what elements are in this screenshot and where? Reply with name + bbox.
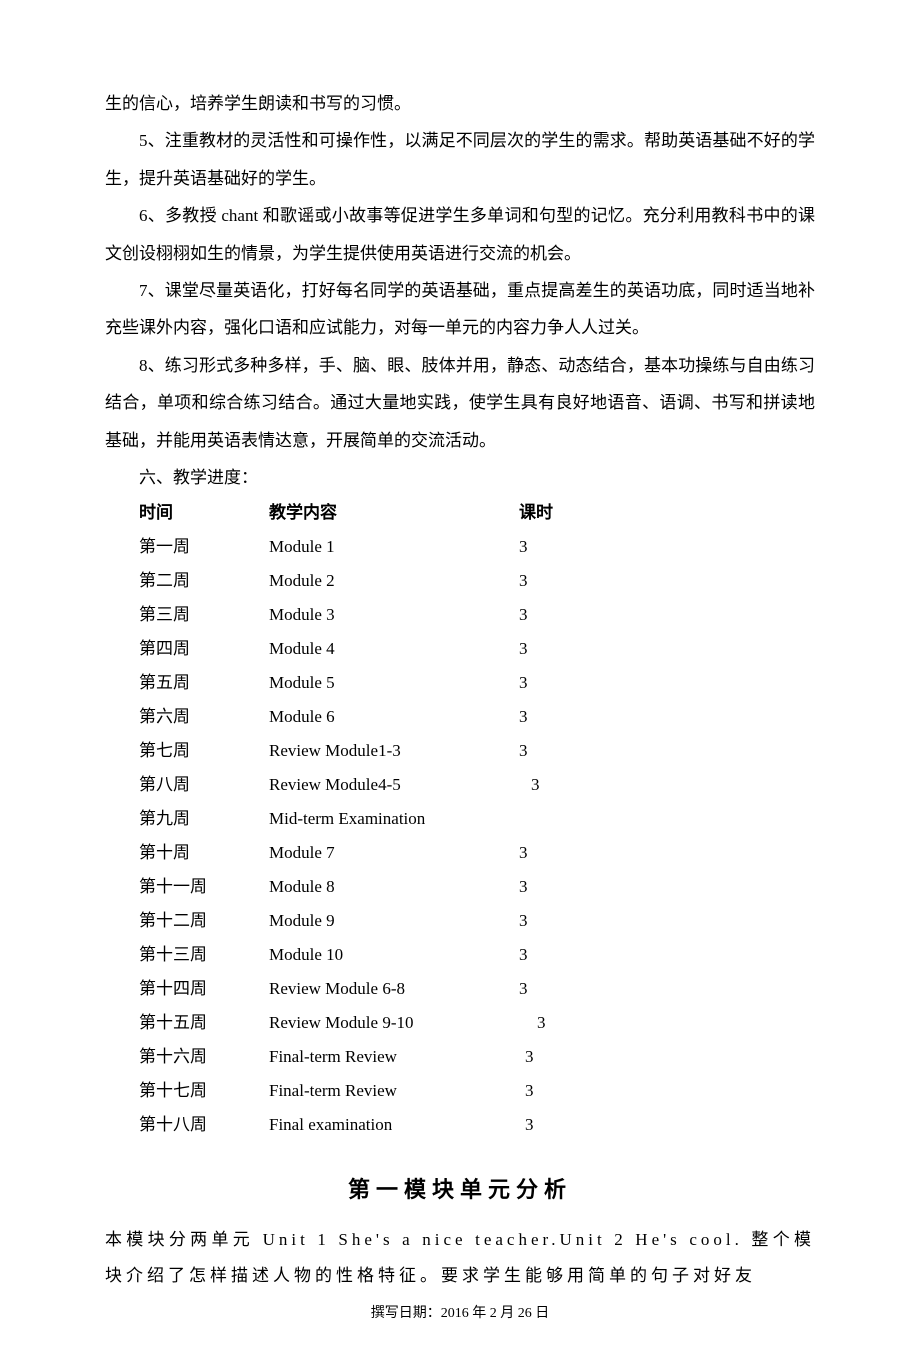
schedule-cell-hours: 3 bbox=[519, 1040, 605, 1074]
schedule-row: 第十一周Module 83 bbox=[139, 870, 815, 904]
schedule-cell-hours: 3 bbox=[519, 870, 599, 904]
schedule-row: 第十二周Module 93 bbox=[139, 904, 815, 938]
schedule-cell-content: Module 5 bbox=[269, 666, 519, 700]
schedule-cell-time: 第一周 bbox=[139, 530, 269, 564]
schedule-cell-content: Module 10 bbox=[269, 938, 519, 972]
schedule-row: 第三周Module 33 bbox=[139, 598, 815, 632]
schedule-header-hours: 课时 bbox=[519, 496, 599, 530]
schedule-cell-time: 第十三周 bbox=[139, 938, 269, 972]
schedule-cell-time: 第十四周 bbox=[139, 972, 269, 1006]
schedule-cell-hours: 3 bbox=[519, 768, 611, 802]
schedule-cell-content: Final examination bbox=[269, 1108, 519, 1142]
schedule-cell-content: Module 3 bbox=[269, 598, 519, 632]
unit-analysis-title: 第一模块单元分析 bbox=[105, 1172, 815, 1204]
schedule-cell-content: Module 9 bbox=[269, 904, 519, 938]
schedule-row: 第十三周Module 103 bbox=[139, 938, 815, 972]
schedule-cell-hours: 3 bbox=[519, 666, 599, 700]
document-page: 生的信心，培养学生朗读和书写的习惯。 5、注重教材的灵活性和可操作性，以满足不同… bbox=[0, 0, 920, 1362]
schedule-row: 第八周Review Module4-53 bbox=[139, 768, 815, 802]
schedule-header-row: 时间 教学内容 课时 bbox=[139, 496, 815, 530]
schedule-cell-hours: 3 bbox=[519, 904, 599, 938]
schedule-cell-hours: 3 bbox=[519, 632, 599, 666]
schedule-cell-hours: 3 bbox=[519, 564, 599, 598]
schedule-cell-time: 第八周 bbox=[139, 768, 269, 802]
schedule-cell-content: Review Module 6-8 bbox=[269, 972, 519, 1006]
schedule-row: 第二周Module 23 bbox=[139, 564, 815, 598]
schedule-cell-content: Module 6 bbox=[269, 700, 519, 734]
schedule-header-time: 时间 bbox=[139, 496, 269, 530]
schedule-table: 时间 教学内容 课时 第一周Module 13第二周Module 23第三周Mo… bbox=[139, 496, 815, 1142]
schedule-row: 第十七周Final-term Review3 bbox=[139, 1074, 815, 1108]
schedule-cell-hours: 3 bbox=[519, 530, 599, 564]
schedule-cell-time: 第十周 bbox=[139, 836, 269, 870]
schedule-cell-hours: 3 bbox=[519, 700, 599, 734]
paragraph-4-tail: 生的信心，培养学生朗读和书写的习惯。 bbox=[105, 85, 815, 122]
schedule-cell-hours: 3 bbox=[519, 1006, 617, 1040]
schedule-cell-content: Review Module1-3 bbox=[269, 734, 519, 768]
schedule-cell-content: Module 2 bbox=[269, 564, 519, 598]
schedule-cell-content: Final-term Review bbox=[269, 1040, 519, 1074]
schedule-cell-content: Mid-term Examination bbox=[269, 802, 519, 836]
schedule-cell-hours: 3 bbox=[519, 598, 599, 632]
schedule-cell-time: 第十六周 bbox=[139, 1040, 269, 1074]
schedule-row: 第四周Module 43 bbox=[139, 632, 815, 666]
schedule-cell-hours: 3 bbox=[519, 734, 599, 768]
paragraph-5: 5、注重教材的灵活性和可操作性，以满足不同层次的学生的需求。帮助英语基础不好的学… bbox=[105, 122, 815, 197]
schedule-row: 第十五周Review Module 9-103 bbox=[139, 1006, 815, 1040]
schedule-cell-time: 第三周 bbox=[139, 598, 269, 632]
schedule-cell-time: 第十七周 bbox=[139, 1074, 269, 1108]
schedule-cell-time: 第六周 bbox=[139, 700, 269, 734]
schedule-cell-time: 第七周 bbox=[139, 734, 269, 768]
schedule-cell-content: Module 4 bbox=[269, 632, 519, 666]
schedule-row: 第七周Review Module1-33 bbox=[139, 734, 815, 768]
schedule-cell-hours: 3 bbox=[519, 938, 599, 972]
schedule-cell-time: 第十八周 bbox=[139, 1108, 269, 1142]
schedule-cell-time: 第二周 bbox=[139, 564, 269, 598]
schedule-row: 第五周Module 53 bbox=[139, 666, 815, 700]
schedule-cell-time: 第十五周 bbox=[139, 1006, 269, 1040]
schedule-cell-content: Review Module4-5 bbox=[269, 768, 519, 802]
schedule-cell-time: 第九周 bbox=[139, 802, 269, 836]
schedule-header-content: 教学内容 bbox=[269, 496, 519, 530]
schedule-row: 第十四周Review Module 6-83 bbox=[139, 972, 815, 1006]
schedule-cell-content: Module 7 bbox=[269, 836, 519, 870]
paragraph-7: 7、课堂尽量英语化，打好每名同学的英语基础，重点提高差生的英语功底，同时适当地补… bbox=[105, 272, 815, 347]
schedule-cell-time: 第五周 bbox=[139, 666, 269, 700]
paragraph-6: 6、多教授 chant 和歌谣或小故事等促进学生多单词和句型的记忆。充分利用教科… bbox=[105, 197, 815, 272]
schedule-cell-content: Module 1 bbox=[269, 530, 519, 564]
paragraph-8: 8、练习形式多种多样，手、脑、眼、肢体并用，静态、动态结合，基本功操练与自由练习… bbox=[105, 347, 815, 459]
schedule-cell-time: 第十二周 bbox=[139, 904, 269, 938]
schedule-row: 第一周Module 13 bbox=[139, 530, 815, 564]
schedule-row: 第十六周Final-term Review3 bbox=[139, 1040, 815, 1074]
schedule-cell-time: 第十一周 bbox=[139, 870, 269, 904]
section-title-schedule: 六、教学进度： bbox=[105, 459, 815, 496]
schedule-cell-hours: 3 bbox=[519, 1074, 605, 1108]
unit-analysis-body: 本模块分两单元 Unit 1 She's a nice teacher.Unit… bbox=[105, 1222, 815, 1293]
schedule-row: 第十八周Final examination3 bbox=[139, 1108, 815, 1142]
schedule-cell-time: 第四周 bbox=[139, 632, 269, 666]
schedule-cell-content: Module 8 bbox=[269, 870, 519, 904]
footer-date: 撰写日期：2016 年 2 月 26 日 bbox=[105, 1302, 815, 1322]
schedule-cell-content: Final-term Review bbox=[269, 1074, 519, 1108]
schedule-cell-hours: 3 bbox=[519, 836, 599, 870]
schedule-cell-content: Review Module 9-10 bbox=[269, 1006, 519, 1040]
schedule-cell-hours: 3 bbox=[519, 972, 599, 1006]
schedule-row: 第十周Module 73 bbox=[139, 836, 815, 870]
schedule-row: 第九周Mid-term Examination bbox=[139, 802, 815, 836]
schedule-row: 第六周Module 63 bbox=[139, 700, 815, 734]
schedule-cell-hours: 3 bbox=[519, 1108, 605, 1142]
